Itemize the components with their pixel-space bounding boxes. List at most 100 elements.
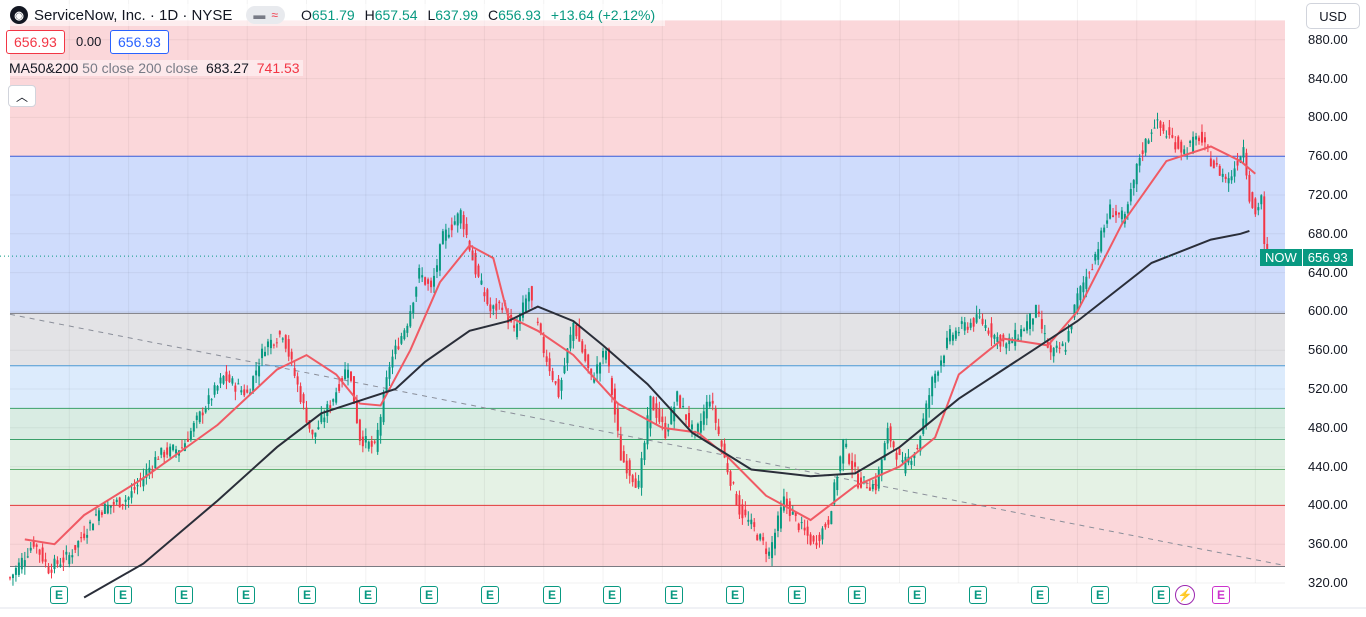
candle-body [1236,160,1239,166]
candle-body [252,376,255,392]
candle-body [269,339,272,349]
candle-body [655,403,658,418]
candle-body [637,480,640,488]
indicator-legend[interactable]: MA50&200 50 close 200 close 683.27 741.5… [6,60,303,76]
earnings-icon[interactable]: E [298,586,316,604]
earnings-icon[interactable]: E [175,586,193,604]
candle-body [940,360,943,366]
price-axis-label: 440.00 [1308,458,1348,474]
candle-body [708,401,711,407]
candle-body [587,354,590,368]
trendline [9,313,1286,567]
earnings-icon[interactable]: E [1031,586,1049,604]
earnings-icon[interactable]: E [969,586,987,604]
earnings-icon[interactable]: E [50,586,68,604]
candle-body [646,415,649,445]
candle-body [130,491,133,498]
candle-body [483,292,486,297]
minus-icon[interactable]: ▬ [253,8,266,22]
upcoming-earnings-icon[interactable]: E [1212,586,1230,604]
candle-body [349,371,352,381]
candle-body [943,355,946,364]
candle-body [148,467,151,473]
candle-body [320,414,323,423]
candle-body [373,441,376,443]
legend-toggle-pill[interactable]: ▬ ≈ [246,6,285,24]
buy-button[interactable]: 656.93 [110,30,169,54]
earnings-icon[interactable]: E [420,586,438,604]
candle-body [622,451,625,463]
earnings-icon[interactable]: E [788,586,806,604]
candle-body [290,351,293,360]
sell-button[interactable]: 656.93 [6,30,65,54]
candle-body [1109,204,1112,219]
earnings-icon[interactable]: E [1091,586,1109,604]
symbol-title[interactable]: ServiceNow, Inc. · 1D · NYSE [34,6,233,24]
earnings-icon[interactable]: E [359,586,377,604]
candle-body [602,350,605,358]
candle-body [1212,160,1215,169]
earnings-icon[interactable]: E [543,586,561,604]
candle-body [1117,212,1120,215]
candle-body [183,443,186,451]
indicator-params: 50 close 200 close [82,60,199,76]
earnings-icon[interactable]: E [237,586,255,604]
candle-body [913,454,916,459]
candle-body [1094,254,1097,261]
earnings-icon[interactable]: E [114,586,132,604]
candle-body [314,432,317,437]
candle-body [86,534,89,538]
candle-body [1198,137,1201,142]
earnings-icon[interactable]: E [603,586,621,604]
candle-body [210,399,213,401]
approx-icon[interactable]: ≈ [271,8,278,22]
candle-body [385,377,388,392]
dividend-bolt-icon[interactable]: ⚡ [1175,585,1195,605]
earnings-icon[interactable]: E [481,586,499,604]
candle-body [827,519,830,525]
candle-body [584,349,587,361]
candle-body [1189,141,1192,143]
candle-body [815,542,818,546]
candle-body [851,460,854,470]
candle-body [154,457,157,469]
candle-body [604,350,607,360]
earnings-icon[interactable]: E [848,586,866,604]
candle-body [521,302,524,318]
candle-body [640,458,643,488]
candle-body [124,499,127,502]
candle-body [948,329,951,342]
candle-body [397,346,400,350]
candle-body [1020,328,1023,337]
candle-body [1248,174,1251,202]
collapse-legend-button[interactable]: ︿ [8,85,36,107]
candle-body [23,560,26,567]
candle-body [352,376,355,404]
candle-body [341,378,344,382]
candle-body [1043,333,1046,335]
candle-body [729,471,732,486]
earnings-icon[interactable]: E [908,586,926,604]
candle-body [391,356,394,368]
earnings-icon[interactable]: E [1152,586,1170,604]
candle-body [990,323,993,338]
price-axis-label: 840.00 [1308,70,1348,86]
ma200-value: 741.53 [256,60,300,76]
price-tag-value: 656.93 [1302,249,1353,266]
candle-body [1049,345,1052,353]
candle-body [904,456,907,474]
earnings-icon[interactable]: E [665,586,683,604]
candle-body [462,215,465,230]
earnings-icon[interactable]: E [726,586,744,604]
candle-body [1008,337,1011,345]
currency-select[interactable]: USD [1306,3,1360,29]
candle-body [258,366,261,377]
candle-body [335,392,338,403]
zone-band [10,365,1285,409]
candle-body [213,385,216,395]
low-key: L [427,7,436,23]
candle-body [631,475,634,483]
candle-body [1088,272,1091,274]
candle-body [1260,195,1263,205]
